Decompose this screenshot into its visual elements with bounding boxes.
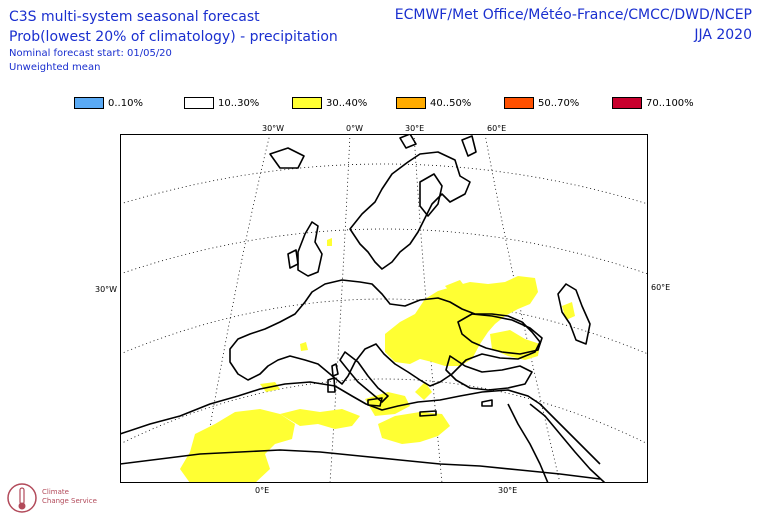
turkey-coast xyxy=(445,355,533,391)
map-title: C3S multi-system seasonal forecast xyxy=(9,9,260,25)
britain-dot xyxy=(327,238,332,246)
crete xyxy=(419,410,437,417)
red-sea-coast xyxy=(507,403,549,483)
legend-swatch xyxy=(74,97,104,109)
map-frame xyxy=(120,134,648,483)
arabia-coast xyxy=(529,403,606,483)
lon-label-30e-bottom: 30°E xyxy=(498,486,518,495)
legend-item-0-10: 0..10% xyxy=(74,95,143,111)
lon-label-30e-top: 30°E xyxy=(405,124,425,133)
ireland xyxy=(287,249,299,269)
north-africa-coast xyxy=(120,381,601,465)
svalbard xyxy=(399,134,417,149)
season-label: JJA 2020 xyxy=(694,27,752,43)
caspian-area xyxy=(562,302,575,320)
sahara-boundary xyxy=(120,449,601,480)
lon-label-60e-top: 60°E xyxy=(487,124,507,133)
title-right-block: ECMWF/Met Office/Météo-France/CMCC/DWD/N… xyxy=(395,5,752,45)
climate-logo-icon xyxy=(7,483,37,513)
france-dot xyxy=(300,342,308,351)
legend-label: 30..40% xyxy=(326,97,368,109)
centres-list: ECMWF/Met Office/Météo-France/CMCC/DWD/N… xyxy=(394,7,752,23)
yellow-probability-areas xyxy=(180,238,575,483)
legend-swatch xyxy=(612,97,642,109)
corsica xyxy=(331,363,339,377)
legend-swatch xyxy=(396,97,426,109)
copernicus-logo: Climate Change Service xyxy=(4,478,114,518)
sicily xyxy=(367,397,383,407)
libya-area xyxy=(378,412,450,444)
forecast-map xyxy=(120,134,648,483)
lon-label-0-top: 0°W xyxy=(346,124,363,133)
legend-swatch xyxy=(292,97,322,109)
north-africa-west-area xyxy=(180,409,295,483)
lon-label-30w-top: 30°W xyxy=(262,124,285,133)
italy-coast xyxy=(339,351,389,403)
sardinia xyxy=(327,377,336,393)
coastlines xyxy=(120,134,606,483)
forecast-start: Nominal forecast start: 01/05/20 xyxy=(9,48,172,59)
iceland xyxy=(269,147,305,169)
greece-area xyxy=(415,382,432,400)
legend-label: 50..70% xyxy=(538,97,580,109)
black-sea-coast xyxy=(457,313,543,355)
lon-label-30w-left: 30°W xyxy=(95,285,118,294)
cyprus xyxy=(481,399,493,407)
novaya-zemlya xyxy=(461,135,477,157)
mean-type: Unweighted mean xyxy=(9,62,101,73)
central-europe-area xyxy=(445,280,466,294)
legend-item-70-100: 70..100% xyxy=(612,95,694,111)
legend-label: 70..100% xyxy=(646,97,694,109)
finland-coast xyxy=(419,173,443,217)
great-britain xyxy=(297,221,323,277)
legend-label: 0..10% xyxy=(108,97,143,109)
scandinavia-coast xyxy=(349,151,471,270)
north-africa-central-area xyxy=(280,409,360,429)
logo-line2: Change Service xyxy=(42,497,97,505)
legend-label: 40..50% xyxy=(430,97,472,109)
caspian-coast xyxy=(557,283,591,345)
legend-item-40-50: 40..50% xyxy=(396,95,471,111)
legend-label: 10..30% xyxy=(218,97,260,109)
legend-item-50-70: 50..70% xyxy=(504,95,579,111)
lon-label-60e-right: 60°E xyxy=(651,283,671,292)
legend-swatch xyxy=(184,97,214,109)
lon-label-0-bottom: 0°E xyxy=(255,486,270,495)
legend-item-10-30: 10..30% xyxy=(184,95,259,111)
map-subtitle: Prob(lowest 20% of climatology) - precip… xyxy=(9,29,338,45)
logo-line1: Climate xyxy=(42,488,69,496)
legend: 0..10% 10..30% 30..40% 40..50% 50..70% 7… xyxy=(0,95,760,111)
title-block: C3S multi-system seasonal forecast Prob(… xyxy=(9,7,338,75)
eastern-europe-area xyxy=(385,276,538,366)
black-sea-area xyxy=(490,330,540,360)
logo-text: Climate Change Service xyxy=(42,488,97,506)
legend-swatch xyxy=(504,97,534,109)
legend-item-30-40: 30..40% xyxy=(292,95,367,111)
mainland-europe-coast xyxy=(229,279,541,387)
